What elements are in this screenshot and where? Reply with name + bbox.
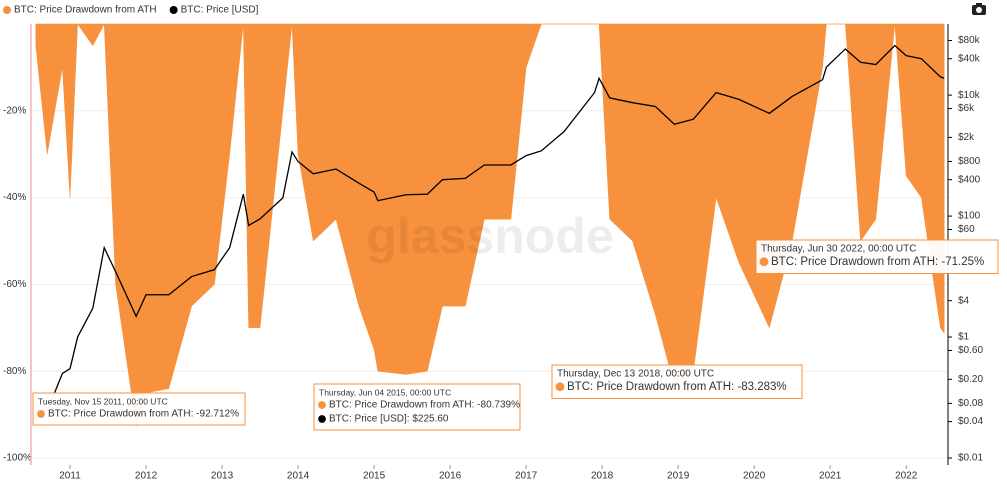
y-tick-label: -60% <box>3 279 26 290</box>
y2-tick-label: $400 <box>958 174 981 185</box>
tooltip-line: BTC: Price Drawdown from ATH: -92.712% <box>48 409 239 420</box>
y2-tick-label: $0.20 <box>958 374 983 385</box>
tooltip: Thursday, Jun 04 2015, 00:00 UTC BTC: Pri… <box>313 383 521 431</box>
tooltip-box <box>313 383 521 431</box>
legend-label: BTC: Price Drawdown from ATH <box>14 5 157 16</box>
tooltip-marker <box>318 401 326 409</box>
camera-lens[interactable] <box>976 7 982 13</box>
tooltip-date: Thursday, Dec 13 2018, 00:00 UTC <box>557 369 714 380</box>
y2-tick-label: $1 <box>958 332 970 343</box>
x-tick-label: 2014 <box>287 471 310 482</box>
y2-tick-label: $0.60 <box>958 345 983 356</box>
y-tick-label: -40% <box>3 192 26 203</box>
y2-tick-label: $4 <box>958 295 970 306</box>
x-tick-label: 2013 <box>211 471 234 482</box>
x-tick-label: 2017 <box>515 471 538 482</box>
tooltip-date: Tuesday, Nov 15 2011, 00:00 UTC <box>38 396 168 406</box>
y2-tick-label: $2k <box>958 132 975 143</box>
tooltip-marker <box>37 410 45 418</box>
x-tick-label: 2011 <box>59 471 81 482</box>
tooltip-line: BTC: Price [USD]: $225.60 <box>329 414 449 425</box>
y2-tick-label: $0.04 <box>958 416 983 427</box>
y-tick-label: -20% <box>3 105 26 116</box>
tooltip-line: BTC: Price Drawdown from ATH: -71.25% <box>771 256 984 268</box>
price-line <box>35 44 945 412</box>
y2-tick-label: $100 <box>958 211 981 222</box>
y-tick-label: -80% <box>3 366 26 377</box>
x-tick-label: 2016 <box>439 471 462 482</box>
y2-tick-label: $800 <box>958 156 981 167</box>
legend-marker <box>3 6 11 14</box>
tooltip-box <box>755 239 999 274</box>
camera-icon[interactable] <box>972 3 986 15</box>
tooltip-date: Thursday, Jun 04 2015, 00:00 UTC <box>319 387 451 397</box>
tooltip: Tuesday, Nov 15 2011, 00:00 UTC BTC: Pric… <box>32 392 246 426</box>
x-tick-label: 2018 <box>591 471 614 482</box>
tooltip-box <box>551 364 803 399</box>
tooltip-date: Thursday, Jun 30 2022, 00:00 UTC <box>761 244 916 255</box>
x-tick-label: 2022 <box>895 471 918 482</box>
watermark: glassnode <box>366 208 613 264</box>
x-tick-label: 2021 <box>819 471 842 482</box>
tooltip-marker <box>555 382 565 392</box>
y2-tick-label: $10k <box>958 90 981 101</box>
y2-tick-label: $40k <box>958 53 981 64</box>
y2-tick-label: $0.08 <box>958 398 983 409</box>
tooltip-line: BTC: Price Drawdown from ATH: -80.739% <box>329 400 520 411</box>
tooltip-box <box>32 392 246 426</box>
legend-label: BTC: Price [USD] <box>181 5 259 16</box>
tooltip-marker <box>318 415 326 423</box>
x-tick-label: 2019 <box>667 471 690 482</box>
legend-marker <box>169 6 178 14</box>
y2-tick-label: $0.01 <box>958 453 983 464</box>
y2-tick-label: $80k <box>958 35 981 46</box>
x-tick-label: 2015 <box>363 471 386 482</box>
camera-top[interactable] <box>976 3 982 6</box>
x-tick-label: 2020 <box>743 471 766 482</box>
y2-tick-label: $60 <box>958 224 975 235</box>
tooltip-line: BTC: Price Drawdown from ATH: -83.283% <box>567 381 787 393</box>
tooltip-marker <box>759 257 769 267</box>
y2-tick-label: $6k <box>958 103 975 114</box>
y-tick-label: -100% <box>3 453 32 464</box>
x-tick-label: 2012 <box>135 471 158 482</box>
